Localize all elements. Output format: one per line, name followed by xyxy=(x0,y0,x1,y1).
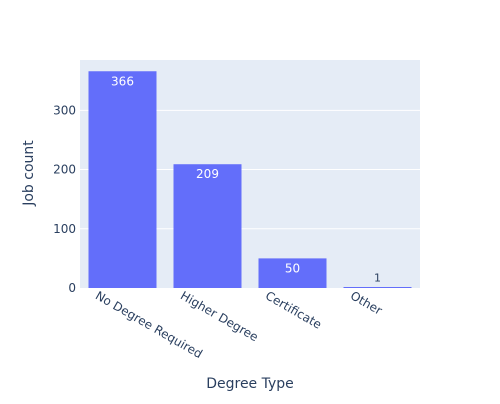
bars xyxy=(88,71,412,288)
x-tick-label: Certificate xyxy=(263,288,324,331)
y-axis-ticks: 0 100 200 300 xyxy=(53,103,76,295)
data-label: 1 xyxy=(374,271,381,284)
y-tick-label: 0 xyxy=(68,281,76,295)
data-labels: 366 209 50 1 xyxy=(111,74,381,284)
data-label: 209 xyxy=(196,167,219,181)
y-tick-label: 100 xyxy=(53,222,76,236)
y-axis-title: Job count xyxy=(21,140,37,207)
x-tick-label: Higher Degree xyxy=(178,288,261,344)
x-axis-title: Degree Type xyxy=(206,376,294,392)
bar xyxy=(88,71,157,288)
y-tick-label: 200 xyxy=(53,163,76,177)
data-label: 50 xyxy=(285,261,300,275)
bar xyxy=(258,258,327,288)
y-tick-label: 300 xyxy=(53,103,76,117)
bar xyxy=(343,287,412,288)
x-tick-label: Other xyxy=(348,288,385,317)
bar xyxy=(173,164,242,288)
data-label: 366 xyxy=(111,74,134,88)
